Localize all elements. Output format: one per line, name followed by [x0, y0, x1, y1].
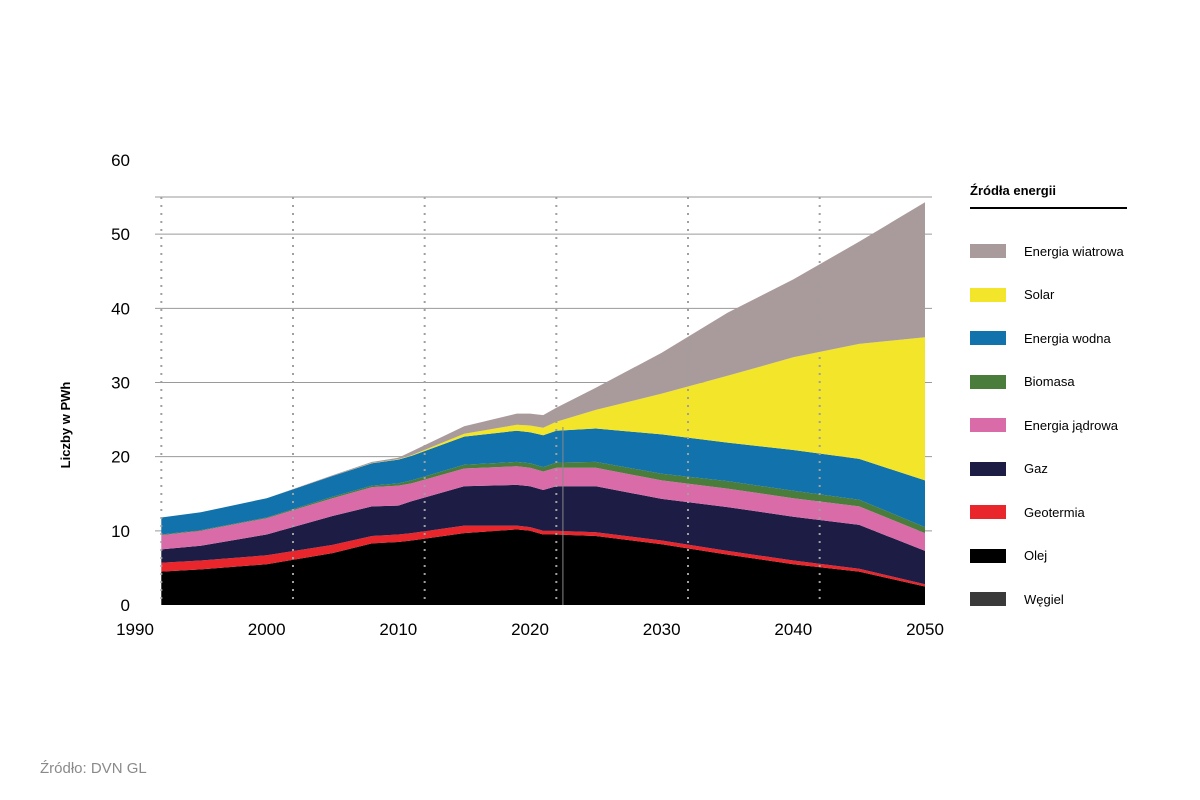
x-tick-label: 2030: [643, 620, 681, 639]
legend: Źródła energii Energia wiatrowa Solar Ener…: [970, 183, 1140, 607]
legend-item: Gaz: [970, 460, 1048, 478]
y-tick-label: 60: [111, 151, 130, 170]
legend-label: Energia wodna: [1024, 330, 1111, 346]
legend-swatch: [970, 418, 1006, 432]
x-tick-label: 2040: [774, 620, 812, 639]
legend-label: Geotermia: [1024, 504, 1085, 520]
y-tick-label: 0: [121, 596, 130, 615]
area-energia-wodna: [161, 428, 926, 535]
legend-swatch: [970, 461, 1006, 476]
legend-title: Źródła energii: [970, 183, 1127, 209]
legend-label: Biomasa: [1024, 374, 1075, 389]
x-tick-label: 2000: [248, 620, 286, 639]
year-markers: [160, 197, 821, 605]
legend-label: Solar: [1024, 287, 1055, 302]
legend-swatch: [970, 244, 1006, 258]
legend-swatch: [970, 592, 1006, 606]
y-axis-label: Liczby w PWh: [58, 382, 73, 469]
y-tick-label: 20: [111, 448, 130, 467]
x-tick-label: 2050: [906, 620, 944, 639]
legend-swatch: [970, 505, 1006, 519]
x-tick-label: 1990: [116, 620, 154, 639]
x-tick-label: 2010: [379, 620, 417, 639]
stacked-areas: [161, 202, 926, 605]
legend-item: Węgiel: [970, 590, 1064, 608]
legend-item: Energia wodna: [970, 329, 1111, 347]
y-tick-label: 30: [111, 374, 130, 393]
legend-label: Olej: [1024, 548, 1048, 563]
y-tick-label: 10: [111, 522, 130, 541]
area-energia-wiatrowa: [161, 202, 926, 518]
area-solar: [161, 337, 926, 518]
legend-item: Energia wiatrowa: [970, 242, 1124, 260]
legend-item: Solar: [970, 286, 1054, 304]
legend-item: Energia jądrowa: [970, 416, 1118, 434]
area-geotermia: [161, 525, 926, 587]
legend-label: Energia wiatrowa: [1024, 243, 1124, 259]
legend-label: Węgiel: [1024, 591, 1064, 607]
legend-swatch: [970, 374, 1006, 389]
area-energia-jądrowa: [161, 466, 926, 551]
legend-swatch: [970, 287, 1006, 302]
legend-swatch: [970, 331, 1006, 345]
legend-swatch: [970, 548, 1006, 563]
y-tick-label: 40: [111, 299, 130, 318]
source-note: Źródło: DVN GL: [40, 760, 147, 777]
y-tick-label: 50: [111, 225, 130, 244]
legend-label: Gaz: [1024, 461, 1048, 476]
legend-item: Olej: [970, 547, 1047, 565]
x-tick-label: 2020: [511, 620, 549, 639]
legend-label: Energia jądrowa: [1024, 417, 1118, 433]
area-olej: [161, 529, 926, 605]
legend-item: Biomasa: [970, 373, 1075, 391]
area-gaz: [161, 484, 926, 585]
legend-item: Geotermia: [970, 503, 1085, 521]
